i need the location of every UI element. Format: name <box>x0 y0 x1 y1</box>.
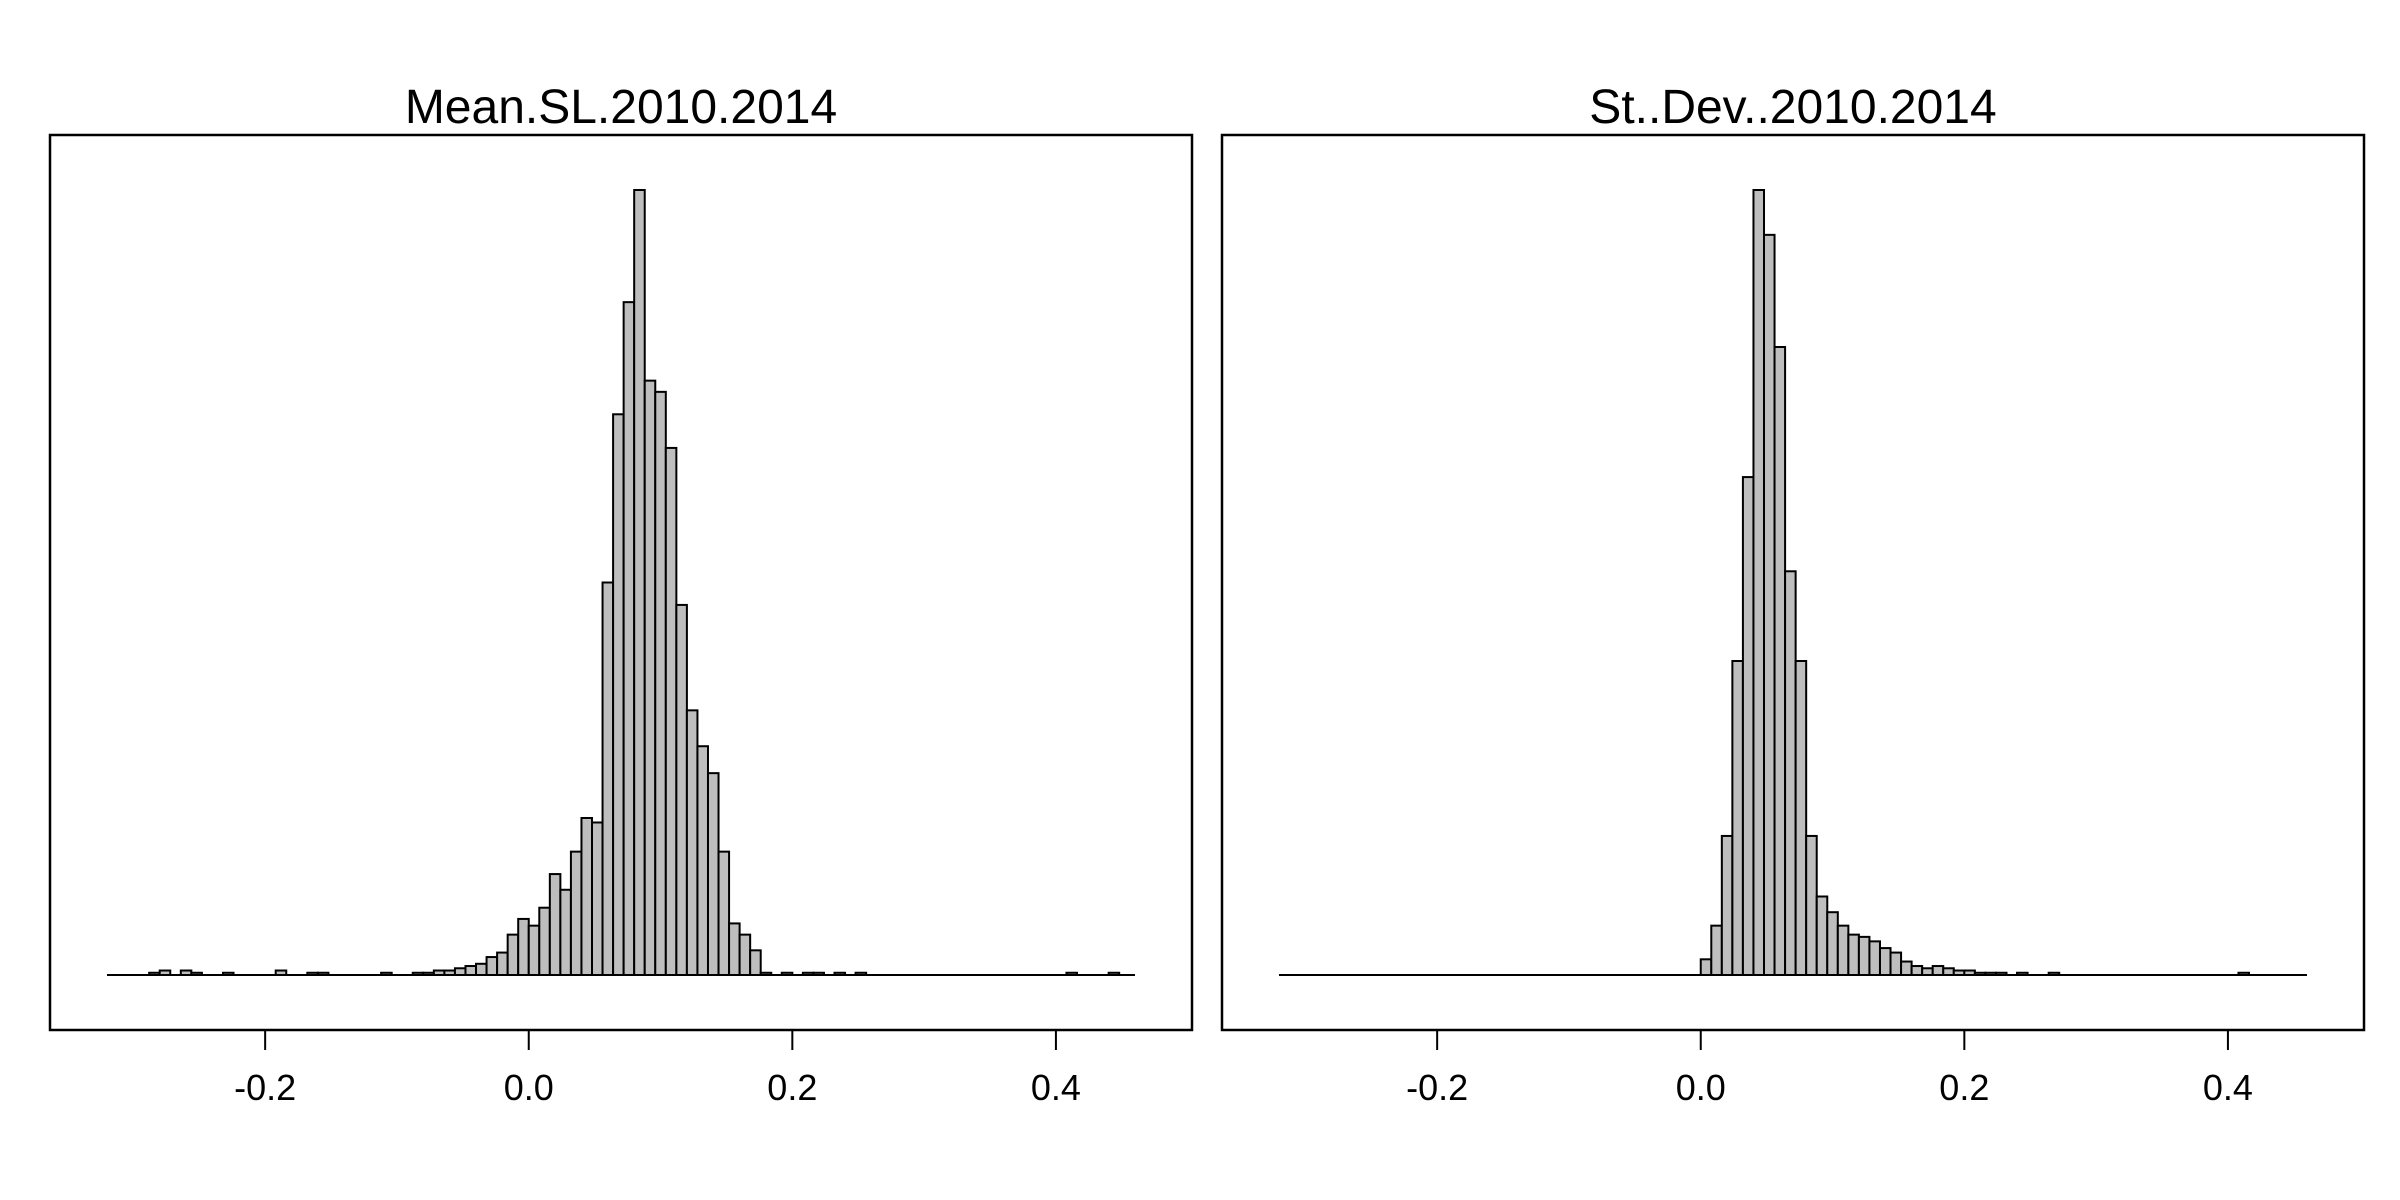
histogram-bar <box>1720 834 1734 977</box>
histogram-bar <box>580 817 594 976</box>
histogram-bar <box>475 962 488 976</box>
histogram-bar <box>696 745 709 976</box>
histogram-bar <box>654 390 667 977</box>
histogram-bar <box>749 949 762 976</box>
histogram-bar <box>1784 570 1797 976</box>
histogram-bar <box>517 917 530 977</box>
histogram-bar <box>453 967 467 976</box>
x-tick-label: -0.2 <box>1406 1067 1468 1108</box>
histogram-panel-1: Mean.SL.2010.2014 -0.2 0.0 0.2 0.4 <box>48 81 1194 1108</box>
histogram-bar <box>485 956 499 976</box>
histogram-bar <box>1889 951 1903 976</box>
histogram-bar <box>1710 924 1723 977</box>
histogram-bar <box>591 821 604 976</box>
x-tick-label: 0.4 <box>2203 1067 2253 1108</box>
histogram-bar <box>1921 967 1934 976</box>
x-axis: -0.2 0.0 0.2 0.4 <box>234 1029 1081 1108</box>
histogram-bar <box>664 446 678 976</box>
histogram-bar <box>1699 958 1713 976</box>
histogram-bar <box>601 581 615 976</box>
histogram-bar <box>1826 911 1839 977</box>
histogram-bar <box>1794 660 1808 976</box>
x-tick-label: 0.4 <box>1031 1067 1081 1108</box>
histogram-bar <box>706 772 720 977</box>
x-tick-label: 0.0 <box>1676 1067 1726 1108</box>
histogram-bar <box>728 922 741 977</box>
histogram-bar <box>464 965 478 976</box>
histogram-bar <box>496 951 509 976</box>
histogram-bar <box>1763 233 1776 977</box>
histogram-bar <box>538 906 551 977</box>
panel-title: St..Dev..2010.2014 <box>1589 81 1996 134</box>
histogram-bar <box>1752 189 1766 976</box>
histogram-bar <box>1878 947 1892 976</box>
histogram-bar <box>717 850 731 977</box>
histogram-bar <box>506 933 520 977</box>
panel-title: Mean.SL.2010.2014 <box>405 81 837 134</box>
histogram-bar <box>643 379 657 976</box>
histogram-bar <box>1942 967 1955 976</box>
histogram-bar <box>1836 924 1850 977</box>
histogram-bar <box>612 413 625 976</box>
x-tick-label: -0.2 <box>234 1067 296 1108</box>
histogram-bar <box>685 709 699 976</box>
histogram-bar <box>1868 940 1881 976</box>
histogram-bar <box>1931 965 1945 976</box>
histogram-bar <box>1900 960 1913 976</box>
histogram-bar <box>1910 965 1924 976</box>
x-tick-label: 0.0 <box>504 1067 554 1108</box>
histogram-bar <box>1741 476 1755 976</box>
histogram-bar <box>622 301 636 976</box>
histogram-bar <box>559 888 572 976</box>
histogram-bar <box>738 933 752 977</box>
histogram-bar <box>548 873 562 976</box>
x-tick-label: 0.2 <box>1939 1067 1989 1108</box>
x-tick-label: 0.2 <box>767 1067 817 1108</box>
histogram-bar <box>1815 895 1829 976</box>
histogram-bar <box>569 850 583 977</box>
histogram-bar <box>1847 933 1860 977</box>
histogram-bar <box>1857 935 1871 976</box>
histogram-bar <box>1773 346 1787 976</box>
histogram-bar <box>633 189 646 976</box>
histogram-panel-2: St..Dev..2010.2014 -0.2 0.0 0.2 0.4 <box>1220 81 2366 1108</box>
histogram-bars <box>148 189 1121 977</box>
histogram-bar <box>675 603 688 977</box>
x-axis: -0.2 0.0 0.2 0.4 <box>1406 1029 2253 1108</box>
histogram-bar <box>1805 834 1818 977</box>
histogram-bars <box>1699 189 2251 977</box>
histogram-bar <box>527 924 541 977</box>
histogram-bar <box>1731 660 1744 976</box>
